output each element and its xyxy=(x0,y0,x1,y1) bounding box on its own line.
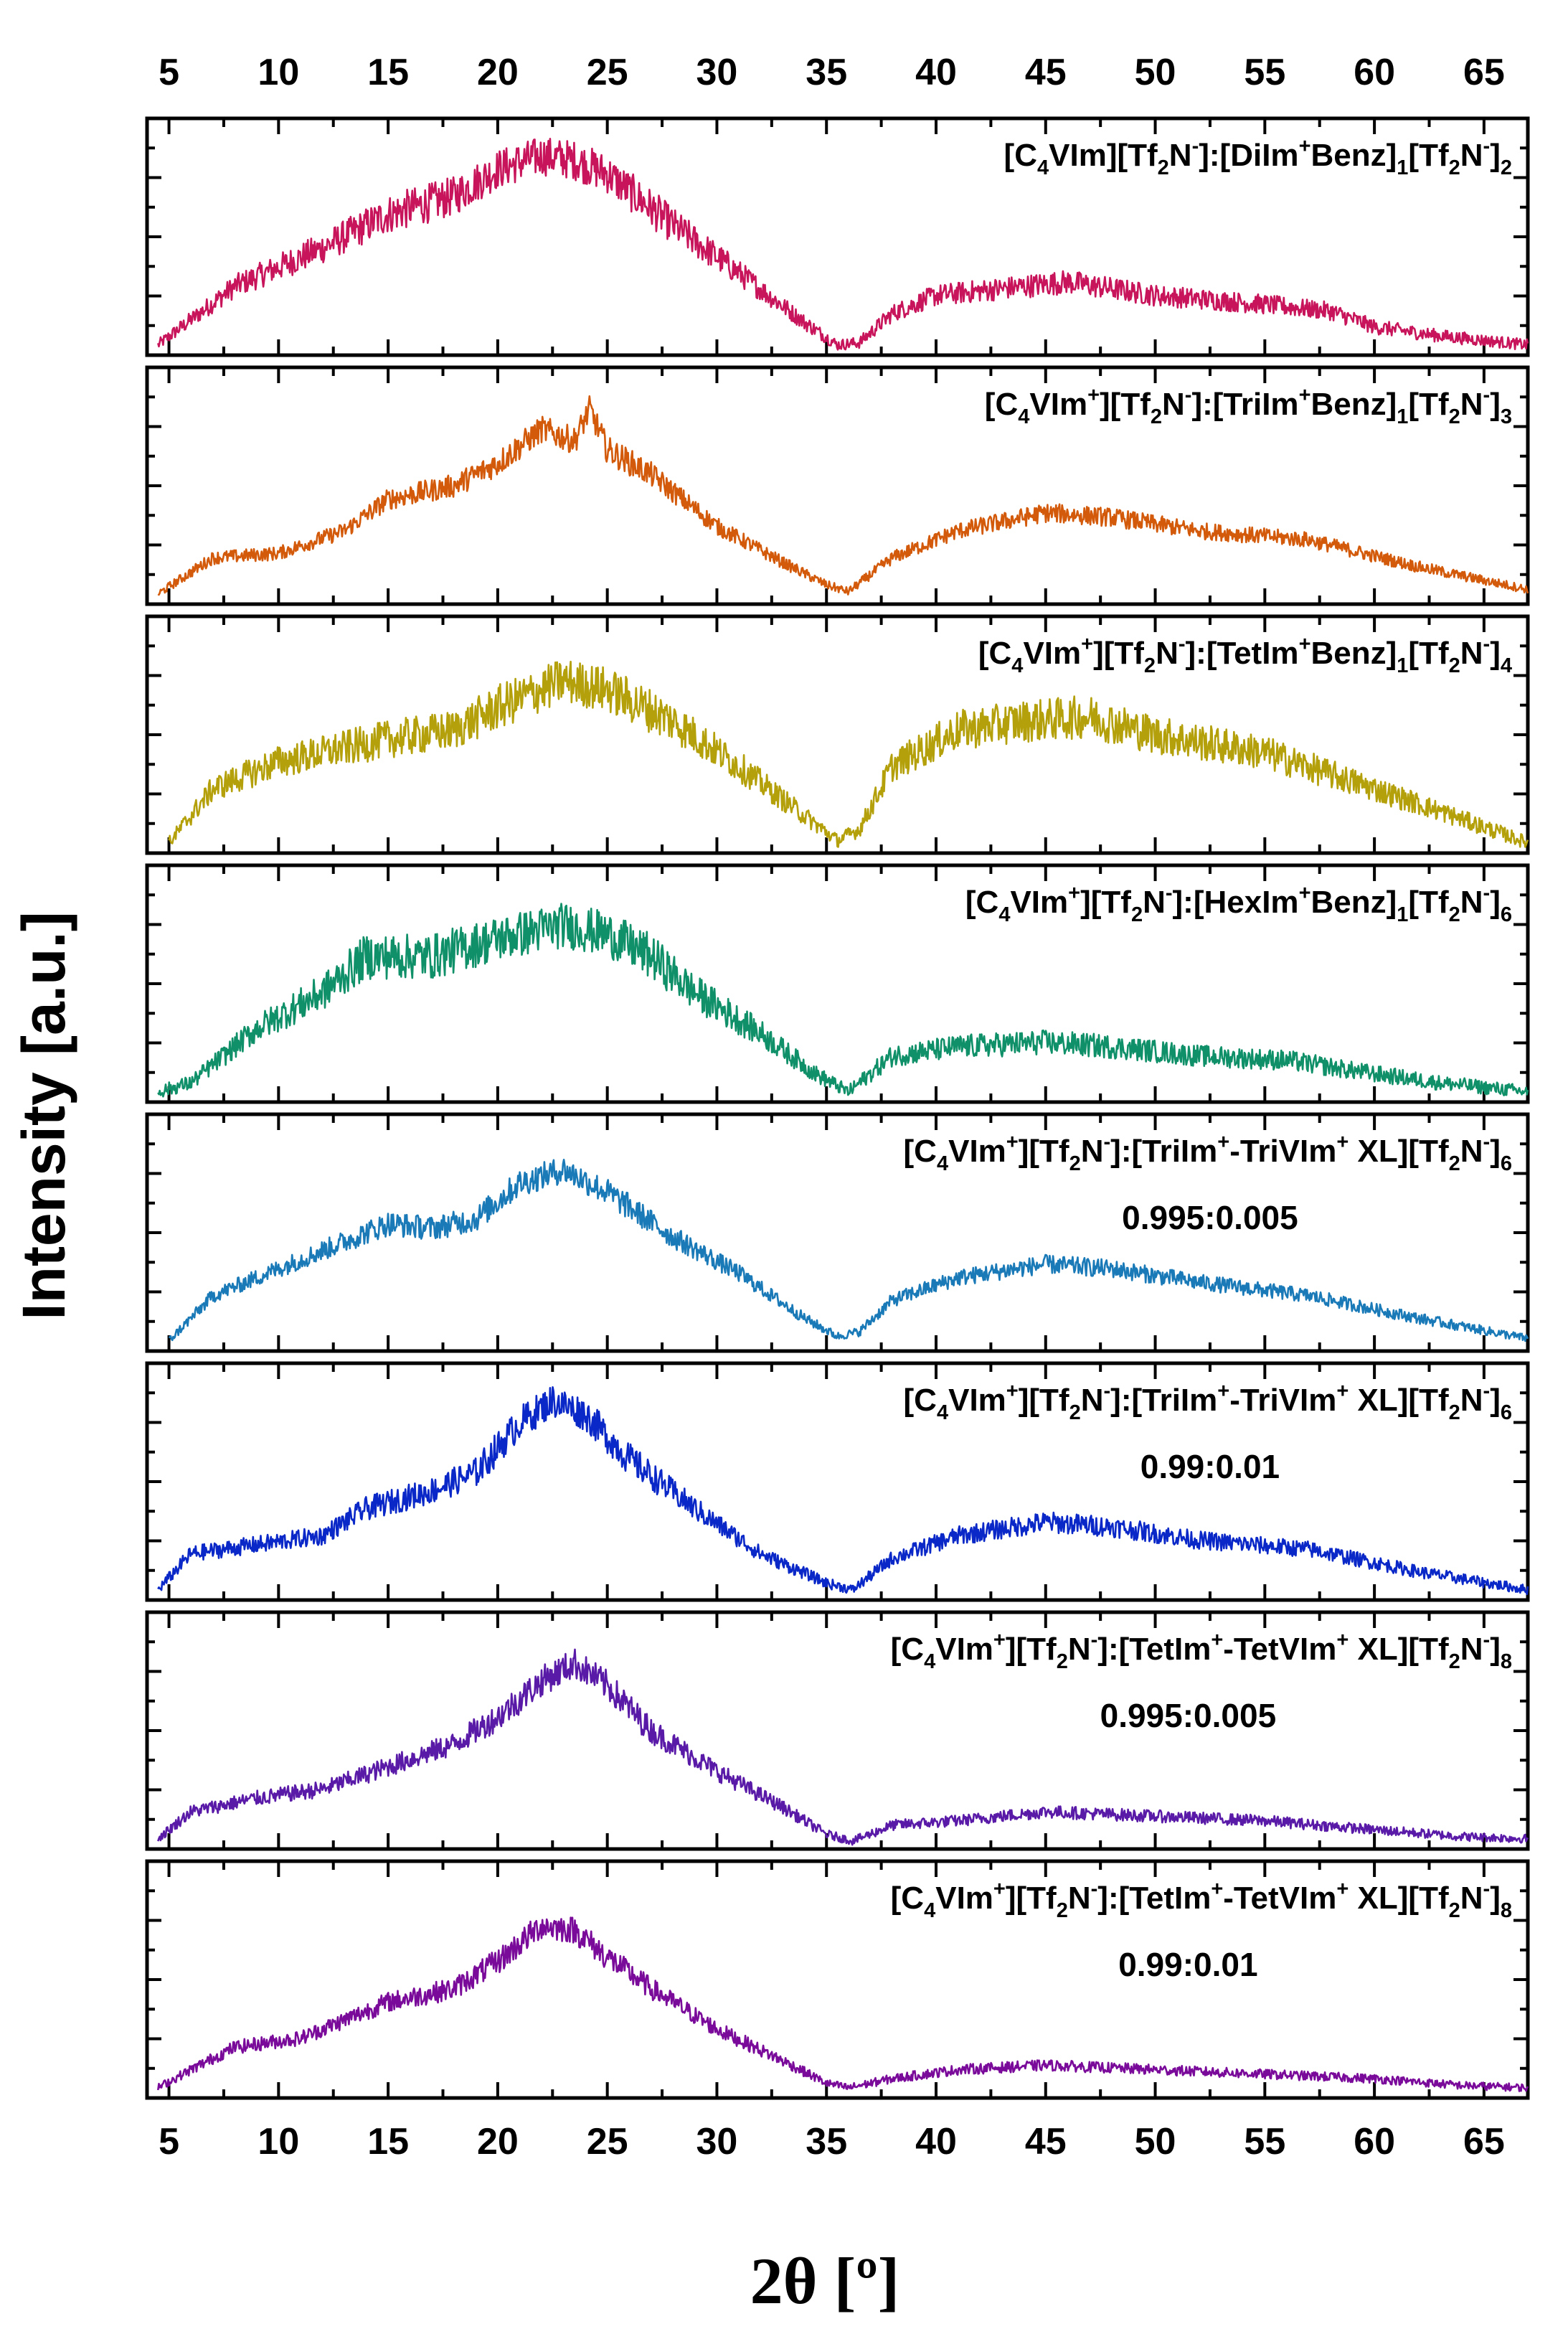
panel-6: [C4VIm+][Tf2N-]:[TriIm+-TriVIm+ XL][Tf2N… xyxy=(145,1361,1530,1602)
bottom-x-tick-labels: 5 10 15 20 25 30 35 40 45 50 55 60 65 xyxy=(159,2121,1505,2163)
x-tick-top-10: 10 xyxy=(258,52,299,93)
x-tick-top-50: 50 xyxy=(1135,52,1176,93)
series-trace-7 xyxy=(157,1648,1529,1846)
series-label-7: [C4VIm+][Tf2N-]:[TetIm+-TetVIm+ XL][Tf2N… xyxy=(891,1629,1512,1673)
x-tick-top-5: 5 xyxy=(159,52,179,93)
chart-panels: [C4VIm][Tf2N-]:[DiIm+Benz]1[Tf2N-]2 [C4VI… xyxy=(145,116,1530,2100)
panel-7: [C4VIm+][Tf2N-]:[TetIm+-TetVIm+ XL][Tf2N… xyxy=(145,1610,1530,1851)
series-label-3: [C4VIm+][Tf2N-]:[TetIm+Benz]1[Tf2N-]4 xyxy=(978,633,1512,677)
x-tick-bottom-60: 60 xyxy=(1354,2121,1395,2163)
series-label-1: [C4VIm][Tf2N-]:[DiIm+Benz]1[Tf2N-]2 xyxy=(1004,135,1512,179)
x-tick-bottom-40: 40 xyxy=(915,2121,957,2163)
x-tick-top-35: 35 xyxy=(806,52,847,93)
x-tick-bottom-10: 10 xyxy=(258,2121,299,2163)
x-tick-top-40: 40 xyxy=(915,52,957,93)
top-x-tick-labels: 5 10 15 20 25 30 35 40 45 50 55 60 65 xyxy=(159,52,1505,93)
x-tick-bottom-30: 30 xyxy=(696,2121,738,2163)
panel-8: [C4VIm+][Tf2N-]:[TetIm+-TetVIm+ XL][Tf2N… xyxy=(145,1859,1530,2100)
series-trace-6 xyxy=(157,1386,1529,1596)
x-tick-bottom-5: 5 xyxy=(159,2121,179,2163)
series-trace-1 xyxy=(157,138,1529,351)
x-tick-bottom-65: 65 xyxy=(1463,2121,1505,2163)
x-tick-top-25: 25 xyxy=(587,52,628,93)
y-axis-label: Intensity [a.u.] xyxy=(10,911,77,1319)
series-ratio-8: 0.99:0.01 xyxy=(1118,1946,1257,1983)
x-tick-bottom-35: 35 xyxy=(806,2121,847,2163)
series-label-6: [C4VIm+][Tf2N-]:[TriIm+-TriVIm+ XL][Tf2N… xyxy=(904,1380,1512,1424)
x-tick-top-60: 60 xyxy=(1354,52,1395,93)
series-ratio-5: 0.995:0.005 xyxy=(1122,1199,1298,1236)
panel-5: [C4VIm+][Tf2N-]:[TriIm+-TriVIm+ XL][Tf2N… xyxy=(145,1112,1530,1353)
series-trace-8 xyxy=(157,1916,1529,2092)
x-tick-bottom-15: 15 xyxy=(367,2121,409,2163)
panel-2: [C4VIm+][Tf2N-]:[TriIm+Benz]1[Tf2N-]3 xyxy=(145,365,1530,606)
series-trace-3 xyxy=(168,660,1529,848)
panel-3: [C4VIm+][Tf2N-]:[TetIm+Benz]1[Tf2N-]4 xyxy=(145,614,1530,855)
x-tick-top-15: 15 xyxy=(367,52,409,93)
series-label-5: [C4VIm+][Tf2N-]:[TriIm+-TriVIm+ XL][Tf2N… xyxy=(904,1131,1512,1175)
series-trace-4 xyxy=(157,903,1529,1098)
x-tick-top-30: 30 xyxy=(696,52,738,93)
panel-4: [C4VIm+][Tf2N-]:[HexIm+Benz]1[Tf2N-]6 xyxy=(145,863,1530,1104)
series-ratio-7: 0.995:0.005 xyxy=(1100,1697,1277,1734)
series-ratio-6: 0.99:0.01 xyxy=(1140,1448,1280,1485)
x-tick-bottom-55: 55 xyxy=(1244,2121,1285,2163)
x-axis-label: 2θ [º] xyxy=(750,2244,900,2318)
x-tick-bottom-45: 45 xyxy=(1025,2121,1067,2163)
x-tick-top-55: 55 xyxy=(1244,52,1285,93)
series-label-4: [C4VIm+][Tf2N-]:[HexIm+Benz]1[Tf2N-]6 xyxy=(965,882,1512,926)
x-tick-bottom-50: 50 xyxy=(1135,2121,1176,2163)
x-tick-bottom-20: 20 xyxy=(477,2121,519,2163)
series-label-2: [C4VIm+][Tf2N-]:[TriIm+Benz]1[Tf2N-]3 xyxy=(985,384,1512,428)
x-tick-bottom-25: 25 xyxy=(587,2121,628,2163)
panel-1: [C4VIm][Tf2N-]:[DiIm+Benz]1[Tf2N-]2 xyxy=(145,116,1530,357)
series-trace-2 xyxy=(157,395,1529,596)
series-trace-5 xyxy=(168,1159,1529,1342)
x-tick-top-65: 65 xyxy=(1463,52,1505,93)
series-label-8: [C4VIm+][Tf2N-]:[TetIm+-TetVIm+ XL][Tf2N… xyxy=(891,1878,1512,1922)
x-tick-top-20: 20 xyxy=(477,52,519,93)
x-tick-top-45: 45 xyxy=(1025,52,1067,93)
